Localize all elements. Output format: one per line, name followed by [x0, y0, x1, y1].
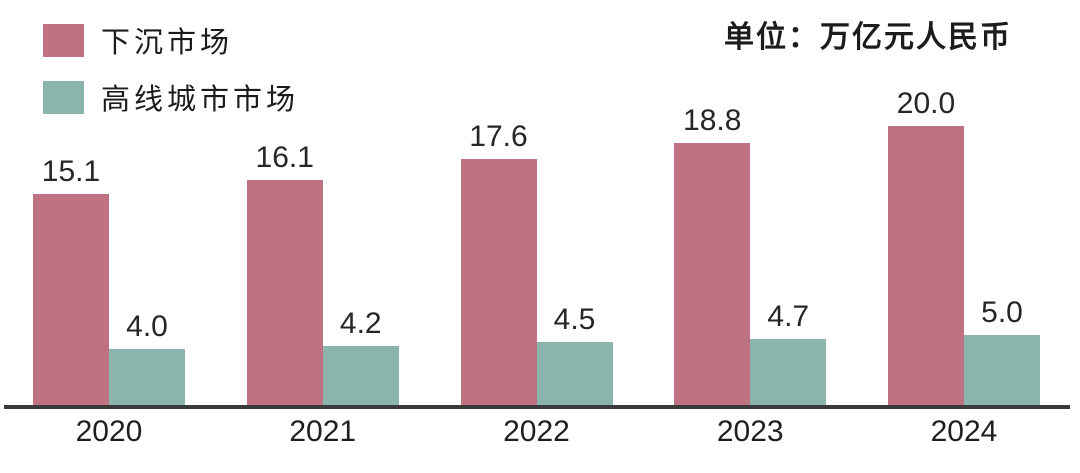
bar-lower-tier-market-2022	[460, 159, 537, 405]
x-tick-label-2020: 2020	[75, 415, 143, 448]
legend-swatch-lower-tier-market-icon	[43, 23, 84, 57]
value-label-lower-tier-market-2024: 20.0	[896, 87, 956, 120]
value-label-high-line-city-market-2021: 4.2	[339, 307, 382, 341]
bar-lower-tier-market-2023	[674, 142, 751, 405]
value-label-lower-tier-market-2023: 18.8	[683, 103, 742, 137]
legend-item-lower-tier-market: 下沉市场	[43, 19, 299, 61]
bar-high-line-city-market-2020	[109, 349, 185, 405]
x-axis-line	[4, 405, 1070, 409]
x-tick-label-2022: 2022	[503, 415, 570, 448]
bar-lower-tier-market-2021	[246, 180, 323, 405]
legend-label-lower-tier-market: 下沉市场	[101, 27, 234, 59]
value-label-high-line-city-market-2022: 4.5	[553, 303, 596, 337]
x-tick-label-2021: 2021	[289, 415, 357, 448]
value-label-high-line-city-market-2020: 4.0	[126, 310, 168, 344]
value-label-lower-tier-market-2022: 17.6	[469, 120, 528, 154]
x-tick-label-2023: 2023	[716, 415, 784, 448]
bar-lower-tier-market-2024	[888, 126, 964, 405]
bar-high-line-city-market-2022	[536, 342, 613, 405]
bar-high-line-city-market-2024	[964, 335, 1040, 405]
unit-label: 单位：万亿元人民币	[724, 21, 1012, 54]
legend-label-high-line-city-market: 高线城市市场	[101, 84, 300, 116]
bar-high-line-city-market-2023	[750, 339, 827, 405]
value-label-lower-tier-market-2020: 15.1	[41, 155, 101, 189]
bar-high-line-city-market-2021	[322, 346, 399, 405]
value-label-lower-tier-market-2021: 16.1	[255, 141, 314, 175]
legend-item-high-line-city-market: 高线城市市场	[43, 76, 299, 118]
legend-swatch-high-line-city-market-icon	[43, 80, 84, 114]
value-label-high-line-city-market-2024: 5.0	[981, 296, 1023, 330]
x-tick-label-2024: 2024	[930, 415, 998, 448]
legend: 下沉市场 高线城市市场	[43, 19, 299, 133]
value-label-high-line-city-market-2023: 4.7	[767, 300, 810, 334]
bar-lower-tier-market-2020	[33, 194, 109, 405]
